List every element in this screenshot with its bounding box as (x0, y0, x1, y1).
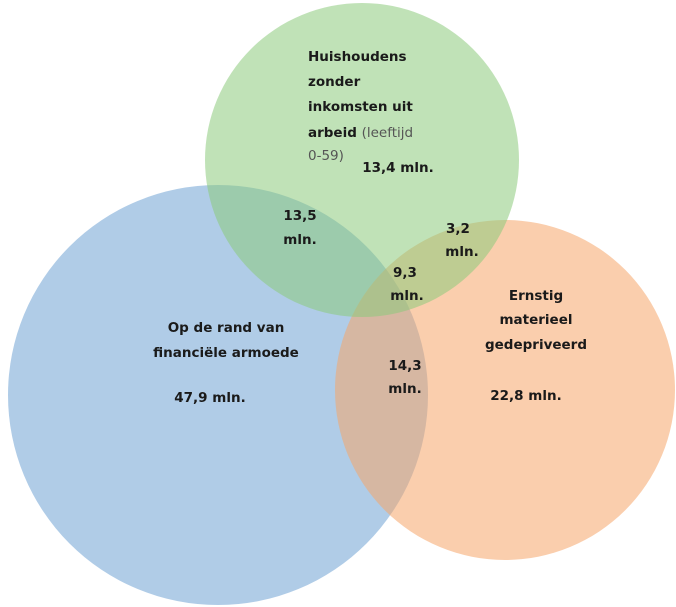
intersection-value: 14,3 (388, 358, 421, 374)
set-value: 22,8 mln. (490, 388, 561, 404)
set-note: (leeftijd (362, 125, 414, 141)
set-value: 47,9 mln. (174, 390, 245, 406)
intersection-value: mln. (388, 381, 421, 397)
set-label: Ernstig (509, 288, 563, 304)
set-label: Huishoudens (308, 49, 407, 65)
set-label: arbeid (308, 125, 357, 141)
set-label: financiële armoede (153, 345, 299, 361)
set-circle (205, 3, 519, 317)
intersection-value: mln. (283, 232, 316, 248)
set-label: zonder (308, 74, 361, 90)
set-label: gedepriveerd (485, 337, 587, 353)
set-note: 0-59) (308, 148, 344, 164)
set-label: arbeid (leeftijd (308, 125, 413, 141)
set-label: Op de rand van (168, 320, 285, 336)
intersection-value: 3,2 (446, 221, 470, 237)
set-label: materieel (499, 312, 572, 328)
intersection-value: mln. (445, 244, 478, 260)
intersection-value: 9,3 (393, 265, 417, 281)
intersection-value: mln. (390, 288, 423, 304)
set-value: 13,4 mln. (362, 160, 433, 176)
intersection-value: 13,5 (283, 208, 316, 224)
set-label: inkomsten uit (308, 99, 413, 115)
